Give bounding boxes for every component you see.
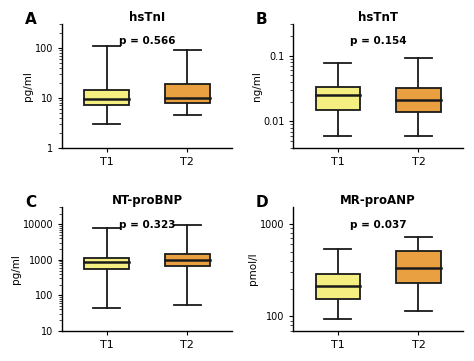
Y-axis label: pg/ml: pg/ml: [11, 254, 21, 284]
Text: D: D: [256, 195, 269, 210]
Text: p = 0.566: p = 0.566: [118, 36, 175, 47]
Title: NT-proBNP: NT-proBNP: [111, 194, 182, 207]
Text: A: A: [25, 12, 36, 27]
Bar: [165, 84, 210, 103]
Y-axis label: pg/ml: pg/ml: [23, 71, 33, 101]
Bar: [396, 251, 441, 283]
Title: hsTnT: hsTnT: [358, 11, 398, 24]
Text: C: C: [25, 195, 36, 210]
Text: p = 0.154: p = 0.154: [350, 36, 406, 47]
Text: p = 0.323: p = 0.323: [118, 220, 175, 230]
Bar: [316, 274, 360, 299]
Text: p = 0.037: p = 0.037: [350, 220, 406, 230]
Bar: [84, 258, 129, 269]
Y-axis label: pmol/l: pmol/l: [248, 253, 258, 286]
Bar: [316, 87, 360, 110]
Title: MR-proANP: MR-proANP: [340, 194, 416, 207]
Text: B: B: [256, 12, 268, 27]
Bar: [84, 91, 129, 105]
Bar: [165, 253, 210, 266]
Title: hsTnI: hsTnI: [129, 11, 165, 24]
Bar: [396, 88, 441, 112]
Y-axis label: ng/ml: ng/ml: [252, 71, 262, 101]
